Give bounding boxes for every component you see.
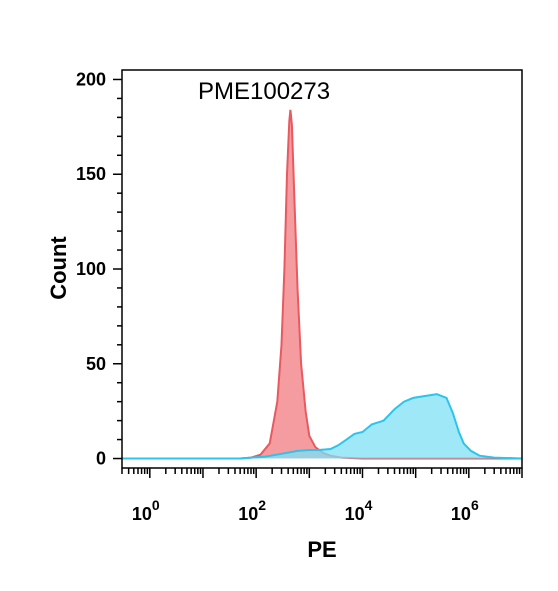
y-tick-label: 100: [76, 259, 106, 279]
x-axis-title: PE: [307, 537, 336, 562]
x-tick-label: 102: [238, 497, 266, 524]
x-tick-label: 104: [345, 497, 373, 524]
chart-annotation: PME100273: [198, 78, 330, 105]
x-axis: 100 102 104 106: [121, 468, 523, 524]
y-tick-label: 0: [96, 449, 106, 469]
plot-area: [122, 109, 523, 460]
plot-frame: [121, 69, 523, 469]
y-tick-label: 200: [76, 69, 106, 89]
x-tick-label: 100: [132, 497, 160, 524]
series-2-line: [122, 393, 523, 460]
x-tick-label: 106: [451, 497, 479, 524]
series-1-fill: [122, 109, 522, 459]
series-1-line: [122, 109, 522, 460]
y-tick-label: 50: [86, 354, 106, 374]
series-2-fill: [122, 394, 522, 459]
y-axis-title: Count: [46, 236, 71, 300]
y-tick-label: 150: [76, 164, 106, 184]
y-axis: 0 50 100 150 200: [76, 69, 122, 469]
